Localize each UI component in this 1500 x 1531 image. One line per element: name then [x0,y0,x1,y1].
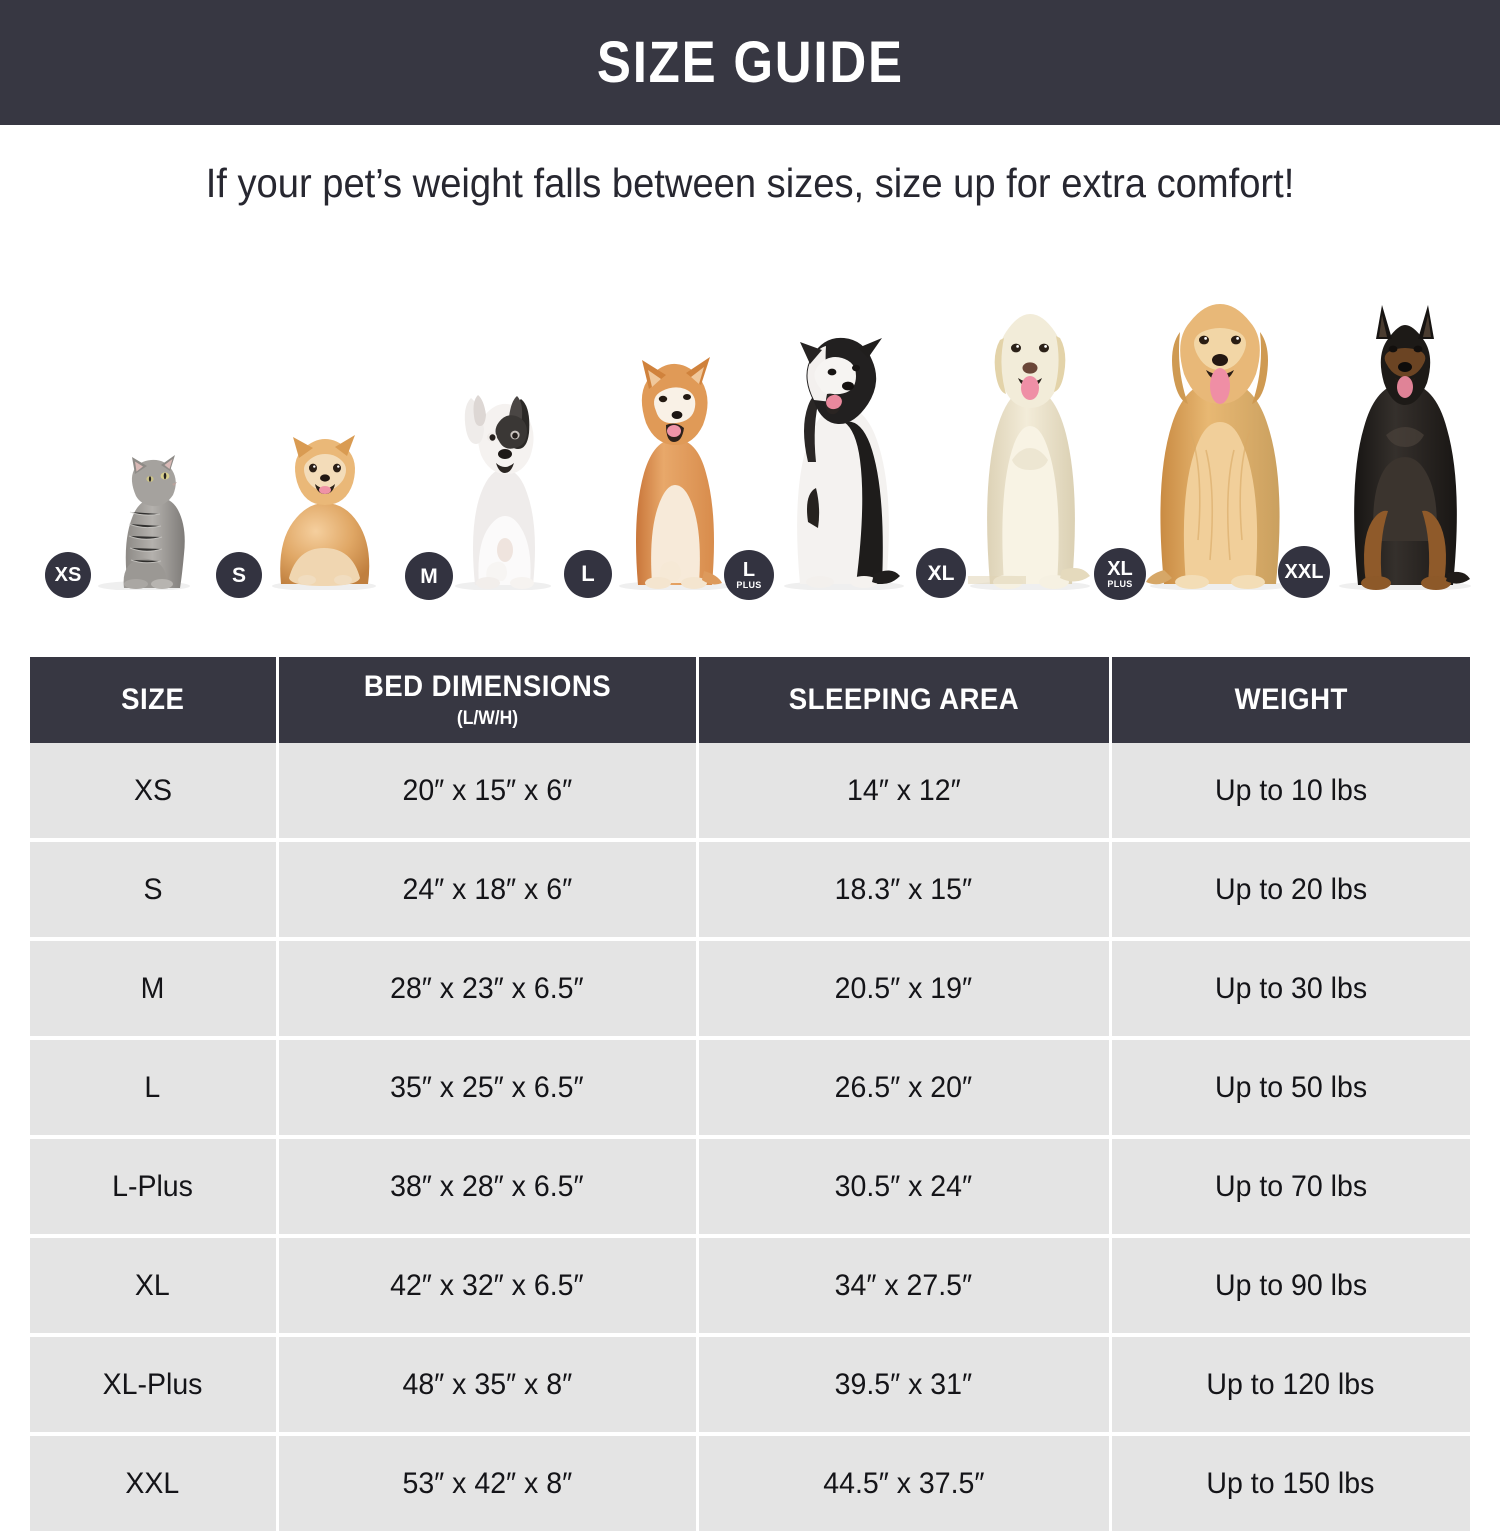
animal-xs: XS [45,438,204,598]
column-header-bed-dimensions-sublabel: (L/W/H) [456,708,518,729]
cell-sleeping: 18.3″ x 15″ [695,840,1112,941]
french-bulldog-illustration [455,395,551,590]
badge-s: S [216,552,262,598]
column-header-weight-label: WEIGHT [1234,683,1348,716]
animal-xl-plus: XL PLUS [1094,290,1300,600]
animal-l: L [564,345,743,598]
cell-weight: Up to 50 lbs [1108,1038,1470,1139]
shiba-inu-illustration [619,357,731,590]
cell-sleeping: 30.5″ x 24″ [695,1137,1112,1238]
golden-retriever-illustration [1146,304,1290,590]
cell-size: XL [30,1236,279,1337]
size-chart-table: SIZE BED DIMENSIONS (L/W/H) SLEEPING ARE… [30,657,1470,1531]
table-row: S 24″ x 18″ x 6″ 18.3″ x 15″ Up to 20 lb… [30,840,1470,941]
cell-size: S [30,840,279,941]
table-row: XL-Plus 48″ x 35″ x 8″ 39.5″ x 31″ Up to… [30,1335,1470,1436]
cell-weight: Up to 90 lbs [1108,1236,1470,1337]
column-header-size-label: SIZE [121,683,185,716]
cell-sleeping: 39.5″ x 31″ [695,1335,1112,1436]
header-bar: SIZE GUIDE [0,0,1500,125]
cell-size: L [30,1038,279,1139]
badge-xxl: XXL [1278,546,1330,598]
animal-l-plus: L PLUS [724,322,917,600]
table-body: XS 20″ x 15″ x 6″ 14″ x 12″ Up to 10 lbs… [30,743,1470,1531]
badge-xl-plus: XL PLUS [1094,548,1146,600]
cell-bed: 48″ x 35″ x 8″ [275,1335,699,1436]
badge-m-label: M [420,564,438,588]
table-row: XS 20″ x 15″ x 6″ 14″ x 12″ Up to 10 lbs [30,743,1470,842]
badge-xl: XL [916,548,966,598]
cell-weight: Up to 70 lbs [1108,1137,1470,1238]
column-header-bed-dimensions: BED DIMENSIONS (L/W/H) [275,657,699,743]
cell-weight: Up to 10 lbs [1108,743,1470,842]
cell-size: XXL [30,1434,279,1531]
column-header-weight: WEIGHT [1108,657,1470,743]
cell-sleeping: 34″ x 27.5″ [695,1236,1112,1337]
cell-bed: 42″ x 32″ x 6.5″ [275,1236,699,1337]
cell-bed: 38″ x 28″ x 6.5″ [275,1137,699,1238]
cell-bed: 28″ x 23″ x 6.5″ [275,939,699,1040]
animal-xxl: XXL [1278,305,1480,598]
cell-weight: Up to 20 lbs [1108,840,1470,941]
badge-m: M [405,552,453,600]
animal-m: M [405,385,563,600]
column-header-sleeping-area: SLEEPING AREA [695,657,1112,743]
badge-xl-label: XL [927,561,955,585]
badge-l: L [564,550,612,598]
cell-weight: Up to 30 lbs [1108,939,1470,1040]
labrador-illustration [968,314,1090,590]
cell-sleeping: 20.5″ x 19″ [695,939,1112,1040]
badge-xxl-label: XXL [1284,561,1324,583]
cat-grey-illustration [98,455,190,590]
badge-xl-plus-label: XL [1107,558,1133,580]
column-header-bed-dimensions-label: BED DIMENSIONS [363,670,611,703]
cell-size: M [30,939,279,1040]
doberman-illustration [1339,305,1471,590]
column-header-sleeping-area-label: SLEEPING AREA [788,683,1019,716]
badge-xs: XS [45,552,91,598]
table-row: XXL 53″ x 42″ x 8″ 44.5″ x 37.5″ Up to 1… [30,1434,1470,1531]
cell-sleeping: 14″ x 12″ [695,743,1112,842]
badge-l-plus: L PLUS [724,550,774,600]
animal-xl: XL [916,300,1100,598]
badge-xl-plus-sub: PLUS [1107,579,1133,589]
cell-size: XS [30,743,279,842]
table-header: SIZE BED DIMENSIONS (L/W/H) SLEEPING ARE… [30,657,1470,743]
badge-s-label: S [231,563,246,587]
table-row: XL 42″ x 32″ x 6.5″ 34″ x 27.5″ Up to 90… [30,1236,1470,1337]
cell-bed: 20″ x 15″ x 6″ [275,743,699,842]
header-row: SIZE BED DIMENSIONS (L/W/H) SLEEPING ARE… [30,657,1470,743]
cell-bed: 24″ x 18″ x 6″ [275,840,699,941]
cell-bed: 35″ x 25″ x 6.5″ [275,1038,699,1139]
animal-s: S [216,428,389,598]
pomeranian-illustration [272,435,376,590]
badge-l-label: L [581,561,595,586]
badge-xs-label: XS [54,564,82,586]
cell-bed: 53″ x 42″ x 8″ [275,1434,699,1531]
badge-l-plus-sub: PLUS [736,580,762,590]
badge-l-plus-label: L [742,559,756,581]
page-title: SIZE GUIDE [596,30,904,95]
cell-size: XL-Plus [30,1335,279,1436]
table-row: M 28″ x 23″ x 6.5″ 20.5″ x 19″ Up to 30 … [30,939,1470,1040]
column-header-size: SIZE [30,657,279,743]
table-row: L 35″ x 25″ x 6.5″ 26.5″ x 20″ Up to 50 … [30,1038,1470,1139]
cell-sleeping: 26.5″ x 20″ [695,1038,1112,1139]
animal-size-comparison-strip: XS S [0,290,1500,600]
cell-weight: Up to 150 lbs [1108,1434,1470,1531]
border-collie-illustration [784,337,904,590]
table-row: L-Plus 38″ x 28″ x 6.5″ 30.5″ x 24″ Up t… [30,1137,1470,1238]
cell-size: L-Plus [30,1137,279,1238]
subtitle-note: If your pet’s weight falls between sizes… [205,160,1295,206]
cell-sleeping: 44.5″ x 37.5″ [695,1434,1112,1531]
cell-weight: Up to 120 lbs [1108,1335,1470,1436]
